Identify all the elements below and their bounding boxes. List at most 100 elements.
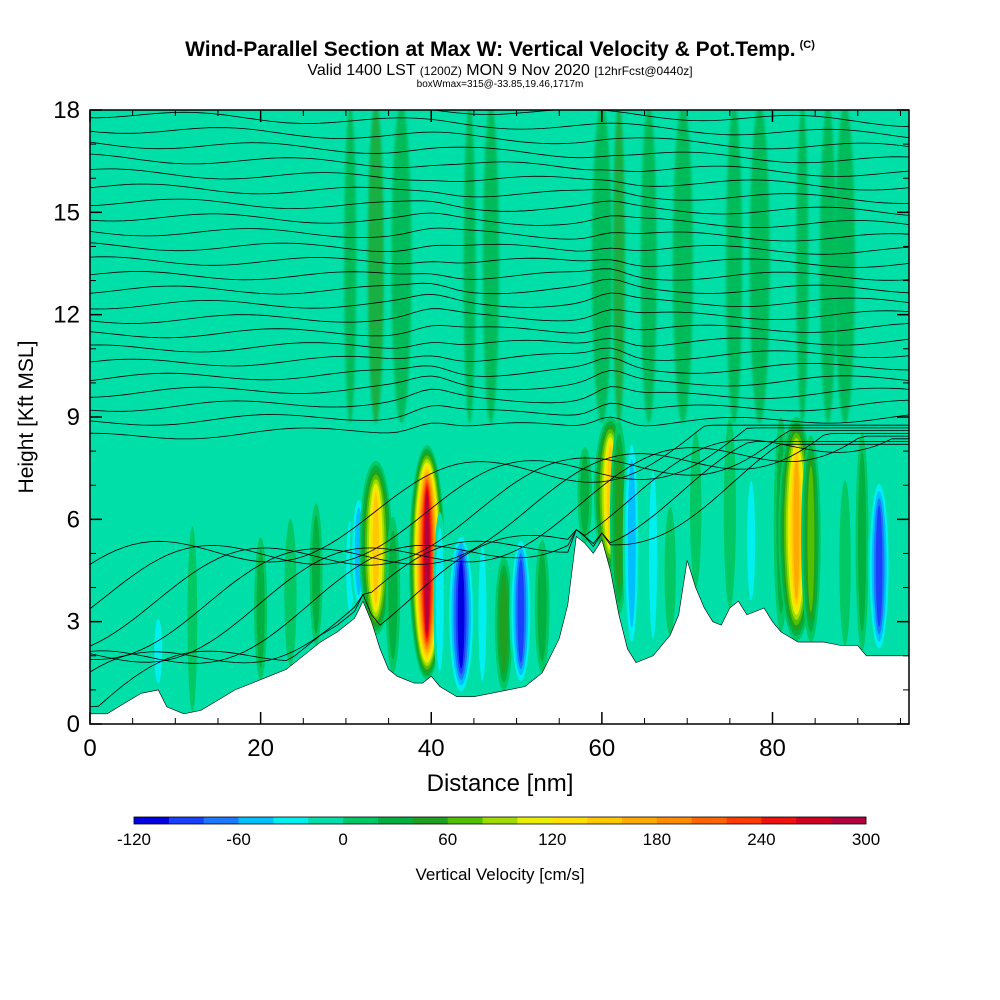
velocity-contour-band: [793, 459, 800, 600]
velocity-contour-band: [821, 458, 835, 643]
velocity-cell: [664, 506, 676, 636]
theta-contour-line: [90, 357, 909, 382]
y-tick-label: 18: [53, 97, 80, 124]
velocity-contour-band: [517, 559, 525, 663]
velocity-cell: [622, 430, 641, 656]
velocity-contour-band: [478, 546, 487, 681]
velocity-cell: [284, 519, 297, 667]
velocity-contour-band: [221, 509, 232, 696]
y-tick-label: 15: [53, 199, 80, 226]
colorbar-tick-label: -120: [117, 830, 151, 849]
theta-contour-line: [90, 292, 909, 310]
velocity-cell: [169, 572, 182, 711]
velocity-cell: [151, 612, 165, 690]
colorbar: -120 -60 0 60 120 180 240 300: [117, 816, 880, 849]
colorbar-swatch: [482, 817, 518, 824]
forecast-info: [12hrFcst@0440z]: [594, 64, 693, 78]
colorbar-swatch: [726, 817, 762, 824]
upper-streak: [612, 110, 625, 424]
theta-contour-line: [90, 427, 909, 610]
colorbar-label: Vertical Velocity [cm/s]: [415, 865, 584, 884]
theta-contour-line: [90, 414, 909, 440]
velocity-cell: [723, 417, 736, 609]
theta-contour-line: [90, 369, 909, 398]
velocity-contour-band: [457, 559, 465, 669]
theta-contour-line: [90, 168, 909, 191]
velocity-contour-band: [664, 506, 676, 636]
colorbar-swatch: [796, 817, 832, 824]
velocity-cell: [553, 528, 565, 639]
theta-contour-line: [90, 399, 909, 426]
copyright-mark: (C): [799, 39, 815, 51]
chart-title: Wind-Parallel Section at Max W: Vertical…: [185, 38, 815, 61]
colorbar-swatch: [622, 817, 658, 824]
velocity-cells: [122, 417, 891, 713]
velocity-contour-band: [256, 549, 265, 668]
velocity-cell: [534, 539, 550, 673]
velocity-contour-band: [858, 451, 867, 632]
y-tick-label: 0: [67, 711, 80, 738]
colorbar-frame: [133, 816, 867, 825]
y-tick-label: 3: [67, 609, 80, 636]
colorbar-tick-label: 300: [852, 830, 880, 849]
colorbar-swatch: [412, 817, 449, 824]
colorbar-swatch: [761, 817, 797, 824]
upper-streak: [749, 110, 770, 424]
theta-contour-line: [90, 256, 909, 268]
y-axis-ticks: 0 3 6 9 12 15 18: [53, 97, 909, 738]
theta-contour-line: [90, 443, 909, 708]
colorbar-swatch: [273, 817, 309, 824]
velocity-cell: [187, 526, 198, 713]
theta-contour-line: [90, 308, 909, 324]
velocity-cell: [577, 447, 593, 544]
theta-contour-line: [90, 268, 909, 281]
velocity-cell: [385, 516, 401, 673]
upper-streak: [367, 110, 384, 424]
theta-contour-line: [90, 435, 909, 663]
colorbar-swatch: [691, 817, 727, 824]
velocity-cell: [744, 468, 758, 614]
velocity-contour-band: [649, 471, 658, 639]
upper-streak: [819, 110, 836, 424]
colorbar-swatch: [552, 817, 588, 824]
theta-contour-line: [90, 212, 909, 229]
velocity-cell: [839, 480, 851, 646]
velocity-cell: [690, 431, 702, 588]
velocity-contour-band: [807, 465, 815, 612]
theta-contour-line: [90, 386, 909, 412]
upper-streak: [482, 110, 499, 424]
velocity-cell: [309, 503, 323, 646]
colorbar-tick-label: 240: [747, 830, 775, 849]
theta-contour-line: [90, 153, 909, 177]
theta-contour-line: [90, 183, 909, 204]
velocity-contour-band: [723, 417, 736, 609]
velocity-contour-band: [839, 480, 851, 646]
colorbar-swatch: [587, 817, 623, 824]
theta-contour-line: [90, 141, 909, 164]
velocity-cell: [646, 453, 660, 656]
x-axis-ticks: 0 20 40 60 80: [83, 110, 901, 762]
velocity-contour-band: [614, 446, 623, 591]
valid-time-utc: (1200Z): [419, 64, 462, 78]
velocity-contour-band: [580, 455, 590, 535]
velocity-cell: [433, 511, 447, 687]
theta-contours: [90, 110, 909, 708]
upper-streak: [591, 110, 612, 424]
plot-area: [90, 110, 909, 724]
velocity-contour-band: [537, 551, 547, 662]
velocity-cell: [867, 476, 891, 656]
velocity-contour-band: [875, 505, 883, 627]
y-axis-label: Height [Kft MSL]: [15, 341, 38, 494]
velocity-contour-band: [627, 458, 636, 628]
colorbar-swatch: [308, 817, 344, 824]
velocity-contour-band: [169, 572, 182, 711]
x-tick-label: 40: [418, 735, 445, 762]
colorbar-swatch: [168, 817, 205, 824]
theta-contour-line: [90, 278, 909, 295]
colorbar-tick-label: 180: [643, 830, 671, 849]
theta-contour-line: [90, 127, 909, 150]
velocity-cell: [801, 435, 821, 643]
colorbar-tick-label: 0: [338, 830, 347, 849]
upper-streak: [726, 110, 743, 424]
